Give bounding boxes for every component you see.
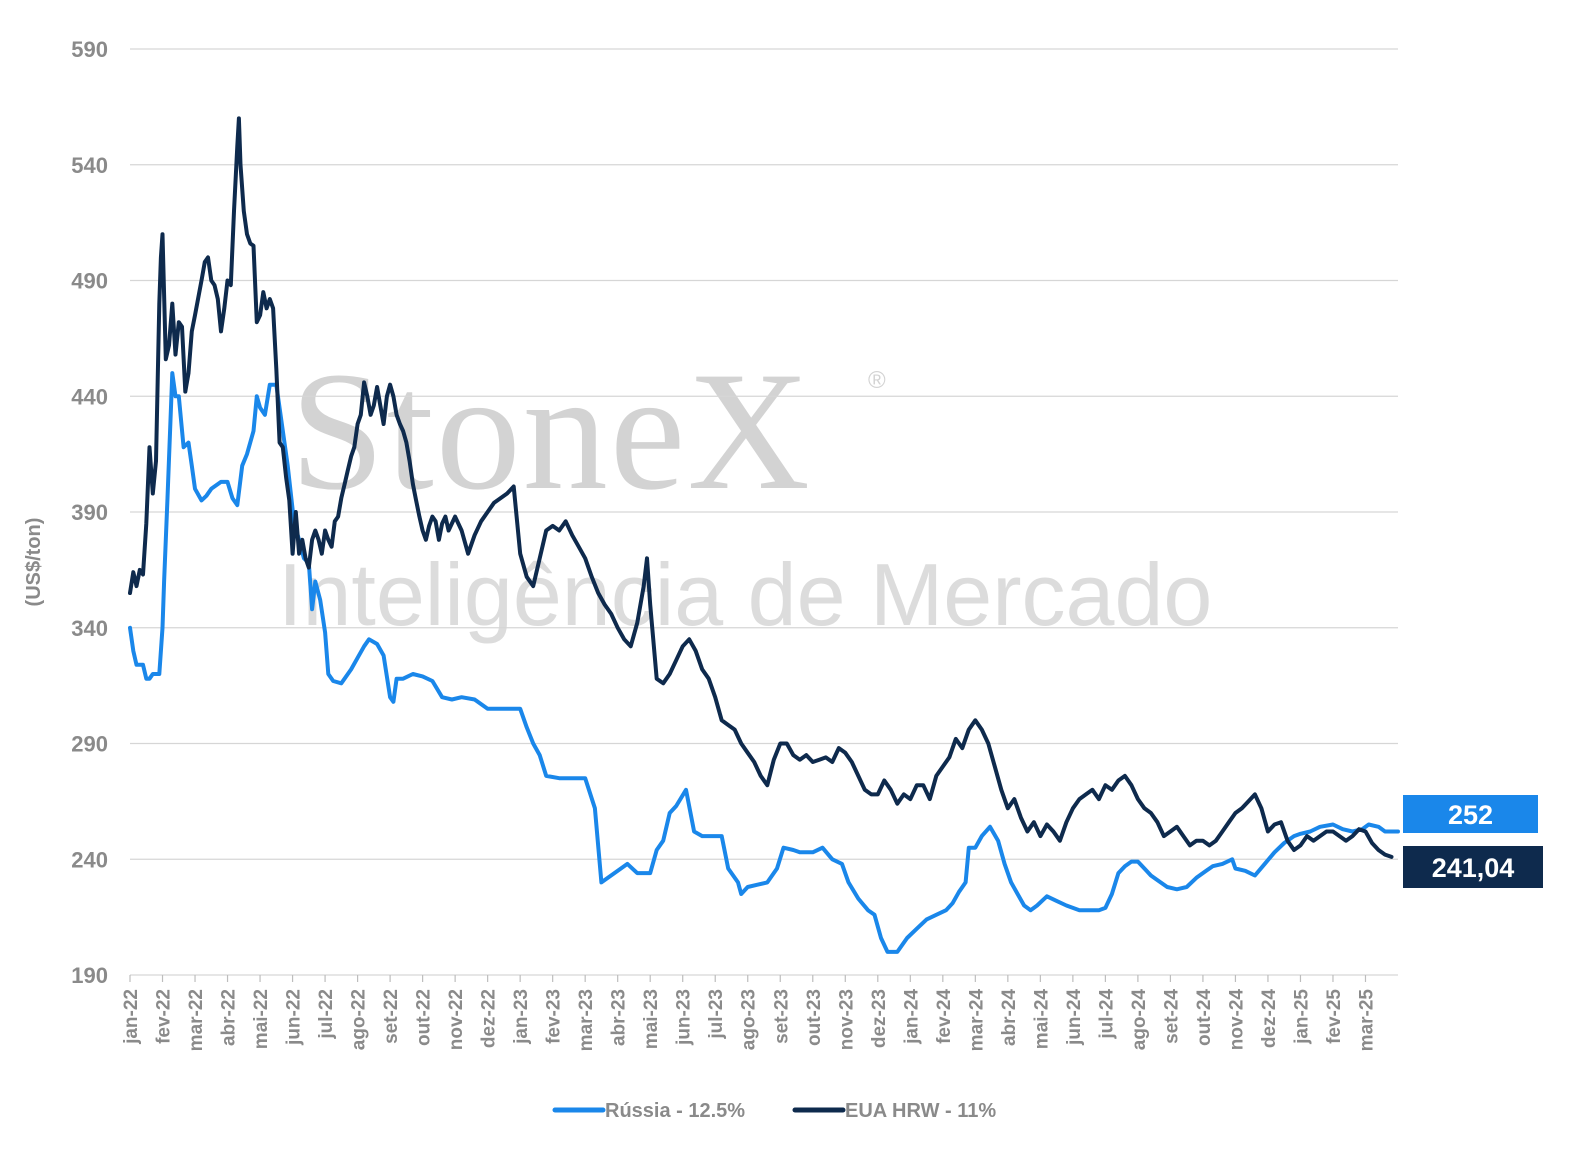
end-value-label: 252 (1448, 800, 1493, 830)
watermark-brand: StoneX (290, 337, 812, 525)
x-tick-label: set-23 (771, 989, 792, 1044)
watermark: StoneX ® Inteligência de Mercado (278, 337, 1212, 644)
y-tick-label: 190 (71, 963, 108, 988)
x-tick-label: mai-22 (251, 989, 272, 1049)
y-axis-ticks: 590 540 490 440 390 340 290 240 190 (71, 37, 108, 988)
legend-entry: EUA HRW - 11% (845, 1100, 996, 1122)
y-tick-label: 490 (71, 269, 108, 294)
x-tick-label: abr-22 (219, 989, 240, 1046)
legend: Rússia - 12.5% EUA HRW - 11% (552, 1100, 996, 1122)
end-labels: 252 241,04 (1403, 795, 1543, 888)
x-tick-label: jan-25 (1291, 989, 1312, 1045)
y-tick-label: 240 (71, 847, 108, 872)
series-layer (128, 116, 1400, 954)
x-tick-label: jan-24 (901, 989, 922, 1045)
x-tick-label: mar-25 (1356, 989, 1377, 1052)
x-tick-label: mai-24 (1031, 989, 1052, 1050)
series-line-usa-hrw (128, 116, 1394, 859)
x-tick-label: abr-23 (609, 989, 630, 1046)
x-tick-label: mar-23 (576, 989, 597, 1051)
x-tick-label: set-24 (1161, 989, 1182, 1044)
y-tick-label: 590 (71, 37, 108, 62)
legend-entry: Rússia - 12.5% (605, 1100, 745, 1122)
x-tick-label: jul-23 (706, 989, 727, 1040)
grid-lines (130, 48, 1398, 976)
x-tick-label: dez-22 (479, 989, 500, 1048)
x-tick-label: dez-24 (1259, 989, 1280, 1049)
x-tick-label: abr-24 (999, 989, 1020, 1046)
x-tick-label: mai-23 (641, 989, 662, 1049)
series-line-russia (128, 371, 1400, 954)
x-tick-label: set-22 (381, 989, 402, 1044)
x-tick-label: dez-23 (869, 989, 890, 1048)
x-tick-label: jul-24 (1096, 989, 1117, 1040)
y-tick-label: 440 (71, 384, 108, 409)
x-tick-label: fev-24 (934, 989, 955, 1044)
x-tick-label: mar-24 (966, 989, 987, 1052)
x-tick-label: jan-22 (121, 989, 142, 1045)
x-axis-ticks: jan-22 fev-22 mar-22 abr-22 mai-22 jun-22 jul-… (121, 975, 1377, 1051)
watermark-subtitle: Inteligência de Mercado (278, 545, 1212, 644)
x-tick-label: fev-25 (1324, 989, 1345, 1044)
x-tick-label: nov-24 (1226, 989, 1247, 1051)
x-tick-label: jul-22 (316, 989, 337, 1040)
x-tick-label: nov-22 (446, 989, 467, 1050)
y-axis-label: (US$/ton) (23, 518, 45, 607)
y-tick-label: 390 (71, 500, 108, 525)
x-tick-label: out-24 (1194, 989, 1215, 1046)
x-tick-label: out-23 (804, 989, 825, 1046)
x-tick-label: jan-23 (511, 989, 532, 1045)
end-value-badge (1403, 846, 1543, 888)
watermark-registered-mark: ® (868, 367, 886, 394)
end-value-label: 241,04 (1432, 853, 1515, 883)
x-tick-label: jun-23 (674, 989, 695, 1046)
x-tick-label: ago-22 (349, 989, 370, 1050)
x-tick-label: out-22 (414, 989, 435, 1046)
x-tick-label: jun-24 (1064, 989, 1085, 1046)
x-tick-label: ago-23 (739, 989, 760, 1050)
x-tick-label: fev-23 (544, 989, 565, 1044)
x-tick-label: ago-24 (1129, 989, 1150, 1051)
x-tick-label: fev-22 (154, 989, 175, 1044)
x-tick-label: jun-22 (284, 989, 305, 1046)
end-value-badge (1403, 795, 1538, 833)
y-tick-label: 290 (71, 732, 108, 757)
x-tick-label: mar-22 (186, 989, 207, 1051)
x-tick-label: nov-23 (836, 989, 857, 1050)
y-tick-label: 340 (71, 616, 108, 641)
y-tick-label: 540 (71, 153, 108, 178)
